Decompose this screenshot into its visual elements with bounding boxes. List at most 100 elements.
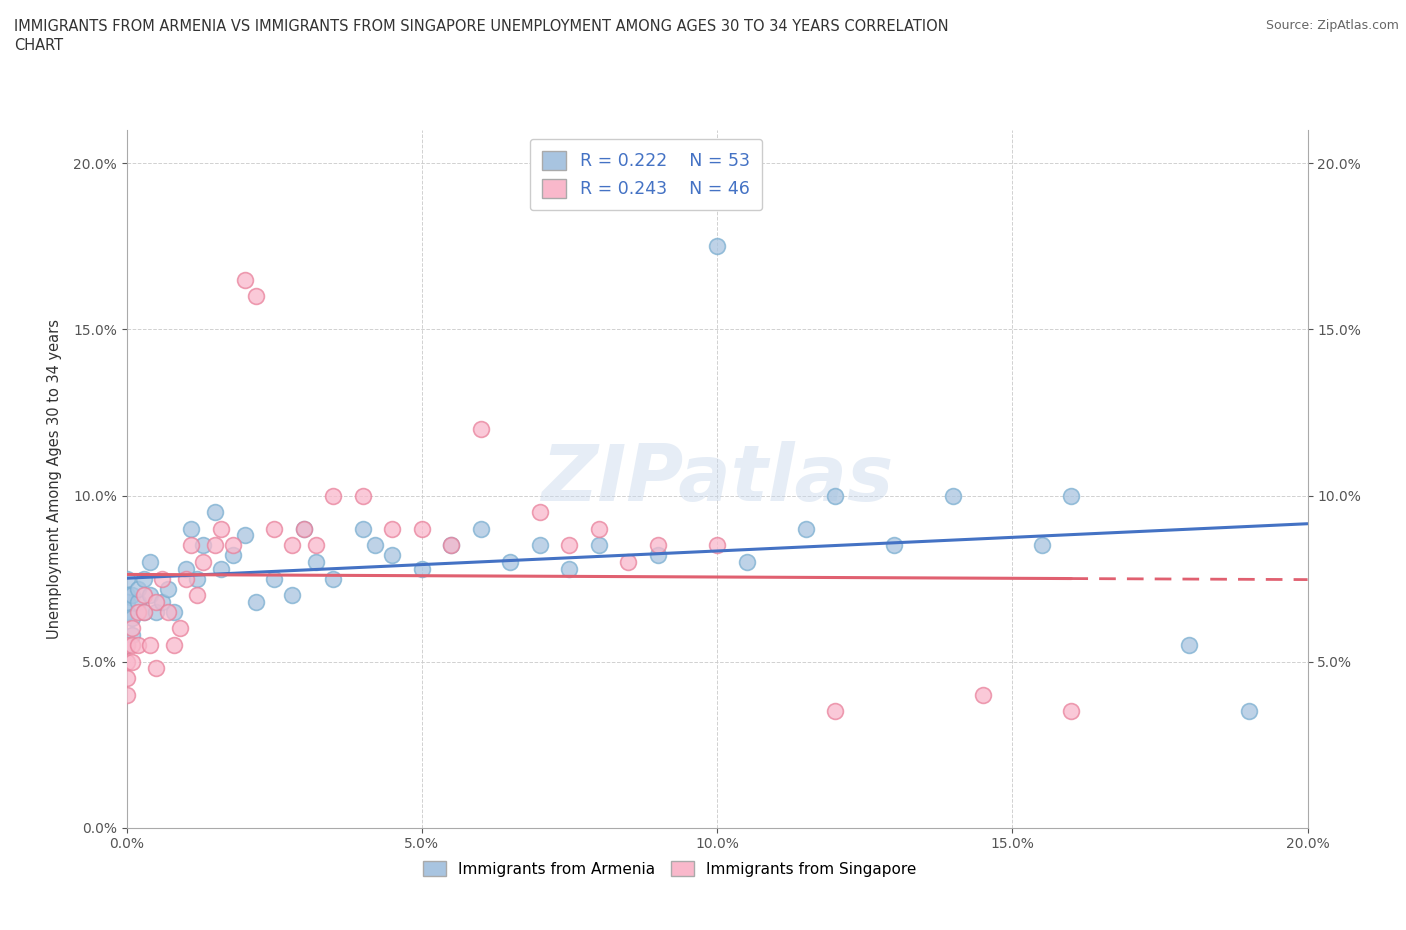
- Point: [180, 538, 202, 552]
- Point: [322, 488, 344, 503]
- Point: [121, 654, 143, 669]
- Point: [156, 581, 179, 596]
- Point: [127, 638, 149, 653]
- Point: [292, 522, 315, 537]
- Point: [115, 594, 138, 609]
- Point: [134, 604, 156, 619]
- Point: [121, 621, 143, 636]
- Point: [647, 548, 669, 563]
- Point: [470, 522, 492, 537]
- Point: [121, 638, 143, 653]
- Point: [470, 421, 492, 436]
- Point: [381, 522, 404, 537]
- Point: [145, 594, 167, 609]
- Point: [163, 604, 186, 619]
- Point: [245, 289, 267, 304]
- Point: [127, 581, 149, 596]
- Point: [115, 654, 138, 669]
- Point: [972, 687, 994, 702]
- Point: [352, 488, 374, 503]
- Point: [263, 522, 285, 537]
- Point: [794, 522, 817, 537]
- Point: [304, 538, 326, 552]
- Point: [186, 588, 208, 603]
- Point: [209, 522, 232, 537]
- Point: [156, 604, 179, 619]
- Point: [139, 638, 162, 653]
- Point: [121, 611, 143, 626]
- Point: [204, 505, 226, 520]
- Point: [115, 588, 138, 603]
- Y-axis label: Unemployment Among Ages 30 to 34 years: Unemployment Among Ages 30 to 34 years: [46, 319, 62, 639]
- Point: [558, 561, 581, 576]
- Point: [134, 604, 156, 619]
- Point: [134, 588, 156, 603]
- Point: [1060, 488, 1083, 503]
- Point: [381, 548, 404, 563]
- Point: [115, 671, 138, 685]
- Point: [174, 561, 197, 576]
- Point: [180, 522, 202, 537]
- Point: [706, 538, 728, 552]
- Point: [145, 661, 167, 676]
- Point: [150, 571, 173, 586]
- Point: [193, 538, 215, 552]
- Point: [352, 522, 374, 537]
- Point: [127, 594, 149, 609]
- Point: [617, 554, 640, 569]
- Point: [588, 522, 610, 537]
- Point: [529, 505, 551, 520]
- Point: [174, 571, 197, 586]
- Point: [499, 554, 522, 569]
- Point: [281, 538, 304, 552]
- Point: [127, 604, 149, 619]
- Point: [115, 687, 138, 702]
- Point: [233, 528, 256, 543]
- Point: [322, 571, 344, 586]
- Point: [222, 548, 245, 563]
- Point: [1237, 704, 1260, 719]
- Point: [193, 554, 215, 569]
- Point: [292, 522, 315, 537]
- Point: [942, 488, 965, 503]
- Point: [558, 538, 581, 552]
- Point: [245, 594, 267, 609]
- Point: [204, 538, 226, 552]
- Point: [883, 538, 905, 552]
- Point: [529, 538, 551, 552]
- Point: [150, 594, 173, 609]
- Point: [163, 638, 186, 653]
- Point: [647, 538, 669, 552]
- Point: [411, 522, 433, 537]
- Point: [824, 704, 846, 719]
- Point: [209, 561, 232, 576]
- Point: [735, 554, 758, 569]
- Point: [1178, 638, 1201, 653]
- Point: [145, 604, 167, 619]
- Point: [281, 588, 304, 603]
- Point: [121, 628, 143, 643]
- Point: [706, 239, 728, 254]
- Point: [115, 571, 138, 586]
- Text: ZIPatlas: ZIPatlas: [541, 441, 893, 517]
- Point: [186, 571, 208, 586]
- Text: IMMIGRANTS FROM ARMENIA VS IMMIGRANTS FROM SINGAPORE UNEMPLOYMENT AMONG AGES 30 : IMMIGRANTS FROM ARMENIA VS IMMIGRANTS FR…: [14, 19, 949, 53]
- Point: [1031, 538, 1053, 552]
- Point: [1060, 704, 1083, 719]
- Point: [121, 588, 143, 603]
- Point: [115, 638, 138, 653]
- Point: [139, 554, 162, 569]
- Point: [440, 538, 463, 552]
- Point: [824, 488, 846, 503]
- Point: [233, 272, 256, 287]
- Point: [134, 571, 156, 586]
- Legend: Immigrants from Armenia, Immigrants from Singapore: Immigrants from Armenia, Immigrants from…: [418, 855, 922, 883]
- Point: [115, 638, 138, 653]
- Point: [304, 554, 326, 569]
- Point: [588, 538, 610, 552]
- Text: Source: ZipAtlas.com: Source: ZipAtlas.com: [1265, 19, 1399, 32]
- Point: [115, 604, 138, 619]
- Point: [411, 561, 433, 576]
- Point: [440, 538, 463, 552]
- Point: [169, 621, 191, 636]
